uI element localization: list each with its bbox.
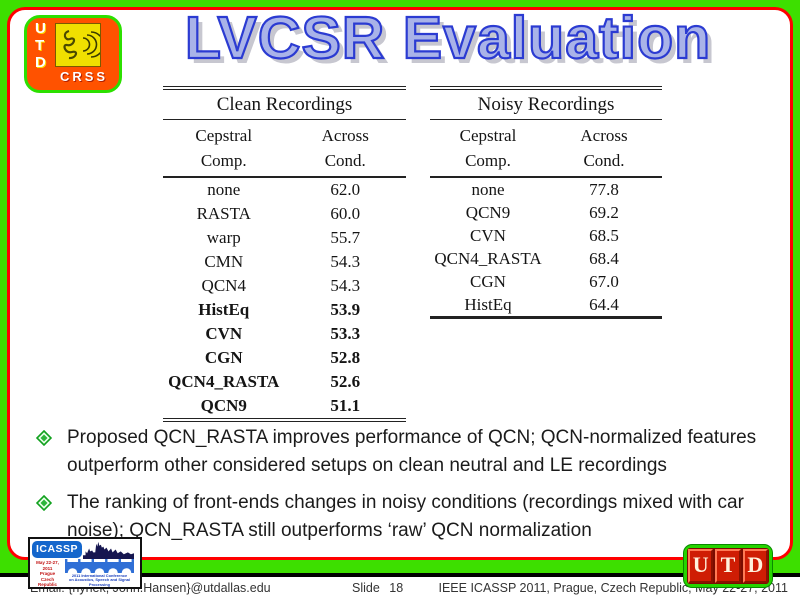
cell-method: CGN — [204, 348, 243, 367]
table-row: none 62.0 — [163, 178, 406, 202]
cell-value: 54.3 — [330, 252, 361, 271]
table-title: Clean Recordings — [163, 90, 406, 120]
cell-value: 60.0 — [330, 204, 361, 223]
list-item: The ranking of front-ends changes in noi… — [36, 489, 766, 545]
divider-line — [0, 573, 800, 577]
cell-method: none — [471, 179, 505, 199]
cell-method: CGN — [470, 271, 506, 291]
cell-value: 68.4 — [589, 248, 619, 268]
table-body: none 77.8 QCN9 69.2 CVN 68.5 QCN4_RASTA 68.4… — [430, 178, 662, 316]
icassp-conference-text: 2011 International Conference on Acousti… — [65, 572, 134, 588]
column-header-cepstral: Cepstral Comp. — [459, 126, 517, 170]
utd-tile-d: D — [742, 549, 768, 583]
crss-label: CRSS — [59, 69, 109, 84]
utd-letters: U T D — [35, 20, 46, 71]
utd-letter-t: T — [35, 37, 45, 54]
list-item: Proposed QCN_RASTA improves performance … — [36, 424, 766, 480]
cell-value: 53.9 — [330, 300, 361, 319]
speaker-face-icon — [55, 23, 105, 67]
cell-value: 51.1 — [330, 396, 361, 415]
cell-value: 52.6 — [330, 372, 361, 391]
cell-method: RASTA — [196, 204, 251, 223]
column-header-cepstral: Cepstral Comp. — [195, 126, 253, 170]
footer — [0, 577, 800, 598]
diamond-bullet-icon — [36, 495, 52, 511]
table-header-row: Cepstral Comp. Across Cond. — [430, 120, 662, 178]
cell-value: 68.5 — [589, 225, 619, 245]
utd-tiles: U T D — [687, 548, 769, 584]
table-row: CVN 53.3 — [163, 322, 406, 346]
cell-value: 62.0 — [330, 180, 361, 199]
cell-value: 53.3 — [330, 324, 361, 343]
cell-value: 64.4 — [589, 294, 619, 314]
cell-method: HistEq — [464, 294, 512, 314]
cell-method: QCN9 — [465, 202, 511, 222]
table-row: HistEq 64.4 — [430, 293, 662, 316]
bridge-icon — [65, 559, 134, 573]
icassp-country: Czech Republic — [37, 576, 57, 588]
cell-method: CMN — [204, 252, 244, 271]
diamond-bullet-icon — [36, 430, 52, 446]
icassp-date: May 22-27, 2011 — [36, 560, 59, 571]
table-title: Noisy Recordings — [430, 90, 662, 120]
bullet-list: Proposed QCN_RASTA improves performance … — [36, 424, 766, 554]
utd-crss-logo: U T D CRSS — [24, 15, 122, 93]
utd-tile-t: T — [715, 549, 741, 583]
table-row: CMN 54.3 — [163, 250, 406, 274]
table-row: HistEq 53.9 — [163, 298, 406, 322]
cell-method: QCN4 — [201, 276, 246, 295]
icassp-city: Prague — [39, 571, 56, 576]
table-row: QCN4_RASTA 52.6 — [163, 370, 406, 394]
slide-number: Slide 18 — [352, 581, 404, 595]
cell-value: 54.3 — [330, 276, 361, 295]
icassp-line2: on Acoustics, Speech and Signal Processi… — [68, 577, 131, 587]
cell-method: warp — [206, 228, 241, 247]
column-header-across: Across Cond. — [321, 126, 369, 170]
clean-recordings-table: Clean Recordings Cepstral Comp. Across C… — [163, 86, 406, 422]
table-row: CVN 68.5 — [430, 224, 662, 247]
table-row: QCN9 51.1 — [163, 394, 406, 418]
table-row: none 77.8 — [430, 178, 662, 201]
table-row: QCN4 54.3 — [163, 274, 406, 298]
icassp-line1: 2011 International Conference — [71, 572, 128, 578]
cell-method: QCN4_RASTA — [168, 372, 280, 391]
cell-value: 77.8 — [589, 179, 619, 199]
icassp-place-text: May 22-27, 2011 Prague Czech Republic — [32, 560, 63, 588]
cell-method: QCN9 — [200, 396, 247, 415]
cell-method: CVN — [205, 324, 243, 343]
bullet-text: Proposed QCN_RASTA improves performance … — [67, 427, 757, 476]
table-header-row: Cepstral Comp. Across Cond. — [163, 120, 406, 178]
table-row: RASTA 60.0 — [163, 202, 406, 226]
cell-method: QCN4_RASTA — [434, 248, 542, 268]
table-row: CGN 67.0 — [430, 270, 662, 293]
icassp-badge: ICASSP — [32, 541, 82, 558]
bullet-text: The ranking of front-ends changes in noi… — [67, 492, 744, 541]
table-body: none 62.0 RASTA 60.0 warp 55.7 CMN 54.3 QCN4… — [163, 178, 406, 418]
cell-value: 55.7 — [330, 228, 361, 247]
page-title: LVCSR Evaluation — [184, 4, 712, 72]
cell-method: none — [207, 180, 241, 199]
utd-letter-d: D — [35, 54, 46, 71]
table-row: QCN9 69.2 — [430, 201, 662, 224]
cell-method: HistEq — [198, 300, 250, 319]
utd-logo: U T D — [683, 544, 773, 588]
cell-value: 69.2 — [589, 202, 619, 222]
table-row: warp 55.7 — [163, 226, 406, 250]
noisy-recordings-table: Noisy Recordings Cepstral Comp. Across C… — [430, 86, 662, 319]
cell-value: 67.0 — [589, 271, 619, 291]
utd-tile-u: U — [688, 549, 714, 583]
utd-letter-u: U — [35, 20, 46, 37]
cell-method: CVN — [470, 225, 506, 245]
column-header-across: Across Cond. — [580, 126, 628, 170]
cell-value: 52.8 — [330, 348, 361, 367]
table-row: CGN 52.8 — [163, 346, 406, 370]
prague-skyline-icon — [83, 541, 134, 559]
table-row: QCN4_RASTA 68.4 — [430, 247, 662, 270]
icassp-logo: ICASSP May 22-27, 2011 Prague Czech Repu… — [28, 537, 142, 589]
